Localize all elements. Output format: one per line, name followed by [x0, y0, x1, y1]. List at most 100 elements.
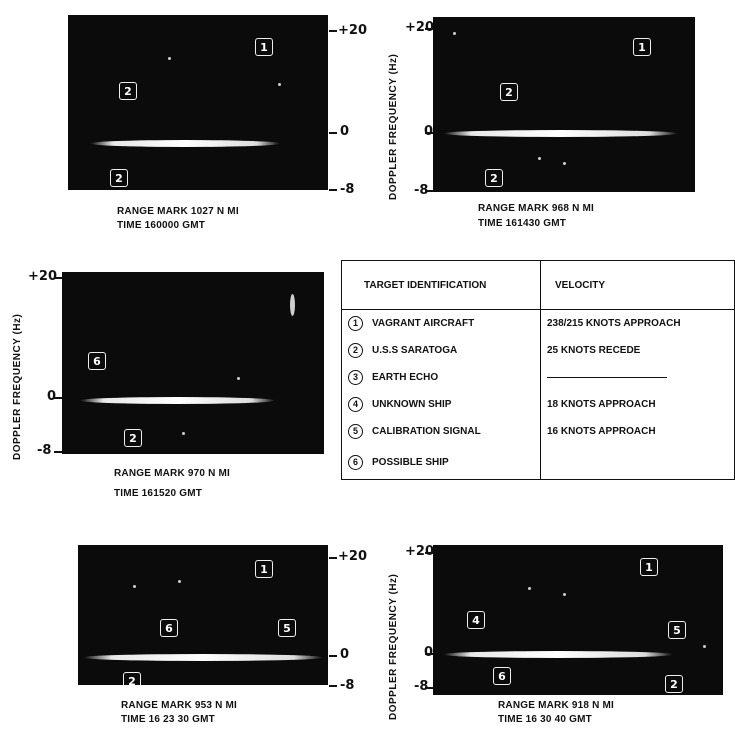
target-marker: 1 [255, 560, 273, 578]
legend-velocity: 18 KNOTS APPROACH [540, 391, 735, 418]
target-marker: 2 [119, 82, 137, 100]
target-marker: 2 [124, 429, 142, 447]
tick-mark [425, 132, 433, 134]
noise-speck [178, 580, 181, 583]
noise-speck [237, 377, 240, 380]
range-label: RANGE MARK 970 N MI [114, 468, 231, 479]
legend-velocity: 238/215 KNOTS APPROACH [540, 309, 735, 337]
target-marker: 2 [500, 83, 518, 101]
legend-number: 6 [348, 454, 363, 470]
y-axis-label: DOPPLER FREQUENCY (Hz) [12, 313, 23, 460]
legend-target-name: POSSIBLE SHIP [372, 456, 449, 468]
target-marker: 2 [485, 169, 503, 187]
tick-label-top: +20 [405, 544, 434, 559]
legend-number: 3 [348, 370, 363, 385]
earth-echo-band [443, 651, 673, 658]
target-marker: 6 [160, 619, 178, 637]
doppler-panel-4: 1 6 5 2 [78, 545, 328, 685]
tick-mark [329, 132, 337, 134]
noise-speck [278, 83, 281, 86]
tick-mark [425, 190, 433, 192]
time-label: TIME 16 30 40 GMT [498, 714, 592, 725]
noise-speck [563, 593, 566, 596]
legend-target-cell: 6 POSSIBLE SHIP [341, 445, 541, 480]
time-label: TIME 161520 GMT [114, 488, 203, 499]
target-marker: 1 [640, 558, 658, 576]
noise-speck [453, 32, 456, 35]
tick-label-top: +20 [338, 23, 367, 38]
range-label: RANGE MARK 918 N MI [498, 700, 615, 711]
target-marker: 6 [493, 667, 511, 685]
legend-target-name: EARTH ECHO [372, 372, 439, 383]
earth-echo-band [80, 397, 275, 404]
noise-speck [133, 585, 136, 588]
legend-target-cell: 2 U.S.S SARATOGA [341, 337, 541, 364]
tick-mark [54, 397, 62, 399]
noise-speck [703, 645, 706, 648]
noise-speck [168, 57, 171, 60]
tick-label-zero: 0 [47, 389, 57, 404]
legend-target-cell: 4 UNKNOWN SHIP [341, 391, 541, 418]
noise-speck [538, 157, 541, 160]
tick-label-bottom: -8 [37, 443, 52, 458]
legend-target-name: UNKNOWN SHIP [372, 399, 452, 410]
target-marker: 5 [278, 619, 296, 637]
legend-target-name: U.S.S SARATOGA [372, 345, 458, 356]
tick-label-bottom: -8 [340, 678, 355, 693]
target-marker: 2 [665, 675, 683, 693]
range-label: RANGE MARK 953 N MI [121, 700, 238, 711]
doppler-panel-5: 4 1 6 5 2 [433, 545, 723, 695]
tick-mark [329, 685, 337, 687]
tick-mark [329, 557, 337, 559]
legend-number: 1 [348, 316, 363, 331]
time-label: TIME 16 23 30 GMT [121, 714, 215, 725]
legend-header-velocity: VELOCITY [540, 260, 735, 310]
target-marker: 5 [668, 621, 686, 639]
legend-target-name: VAGRANT AIRCRAFT [372, 318, 475, 329]
legend-target-cell: 3 EARTH ECHO [341, 364, 541, 391]
target-marker: 1 [633, 38, 651, 56]
time-label: TIME 161430 GMT [478, 218, 567, 229]
doppler-panel-3: 6 2 [62, 272, 324, 454]
tick-label-top: +20 [405, 20, 434, 35]
legend-number: 2 [348, 343, 363, 358]
legend-velocity: 25 KNOTS RECEDE [540, 337, 735, 364]
earth-echo-band [443, 130, 678, 137]
legend-header-target: TARGET IDENTIFICATION [341, 260, 541, 310]
tick-label-zero: 0 [424, 124, 433, 139]
target-marker: 2 [123, 672, 141, 685]
noise-speck [528, 587, 531, 590]
legend-number: 5 [348, 424, 363, 439]
tick-mark [425, 552, 433, 554]
doppler-panel-1: 1 2 2 [68, 15, 328, 190]
tick-label-zero: 0 [424, 645, 433, 660]
doppler-panel-2: 1 2 2 [433, 17, 695, 192]
y-axis-label: DOPPLER FREQUENCY (Hz) [388, 53, 399, 200]
tick-label-bottom: -8 [340, 182, 355, 197]
range-label: RANGE MARK 1027 N MI [117, 206, 239, 217]
tick-mark [425, 653, 433, 655]
legend-number: 4 [348, 397, 363, 412]
target-marker: 2 [110, 169, 128, 187]
legend-velocity [540, 445, 735, 480]
tick-label-zero: 0 [340, 124, 350, 139]
tick-label-zero: 0 [340, 647, 350, 662]
y-axis-label: DOPPLER FREQUENCY (Hz) [388, 573, 399, 720]
tick-mark [329, 189, 337, 191]
legend-target-name: CALIBRATION SIGNAL [372, 426, 481, 437]
tick-mark [54, 277, 62, 279]
target-marker: 1 [255, 38, 273, 56]
tick-mark [329, 30, 337, 32]
legend-velocity: ———————————— [540, 364, 735, 391]
tick-label-bottom: -8 [414, 183, 429, 198]
target-marker: 4 [467, 611, 485, 629]
earth-echo-band [90, 140, 280, 147]
tick-label-bottom: -8 [414, 679, 429, 694]
range-label: RANGE MARK 968 N MI [478, 203, 595, 214]
legend-target-cell: 1 VAGRANT AIRCRAFT [341, 309, 541, 337]
tick-mark [54, 451, 62, 453]
noise-speck [563, 162, 566, 165]
noise-speck [290, 294, 295, 316]
legend-velocity: 16 KNOTS APPROACH [540, 418, 735, 445]
tick-mark [425, 687, 433, 689]
